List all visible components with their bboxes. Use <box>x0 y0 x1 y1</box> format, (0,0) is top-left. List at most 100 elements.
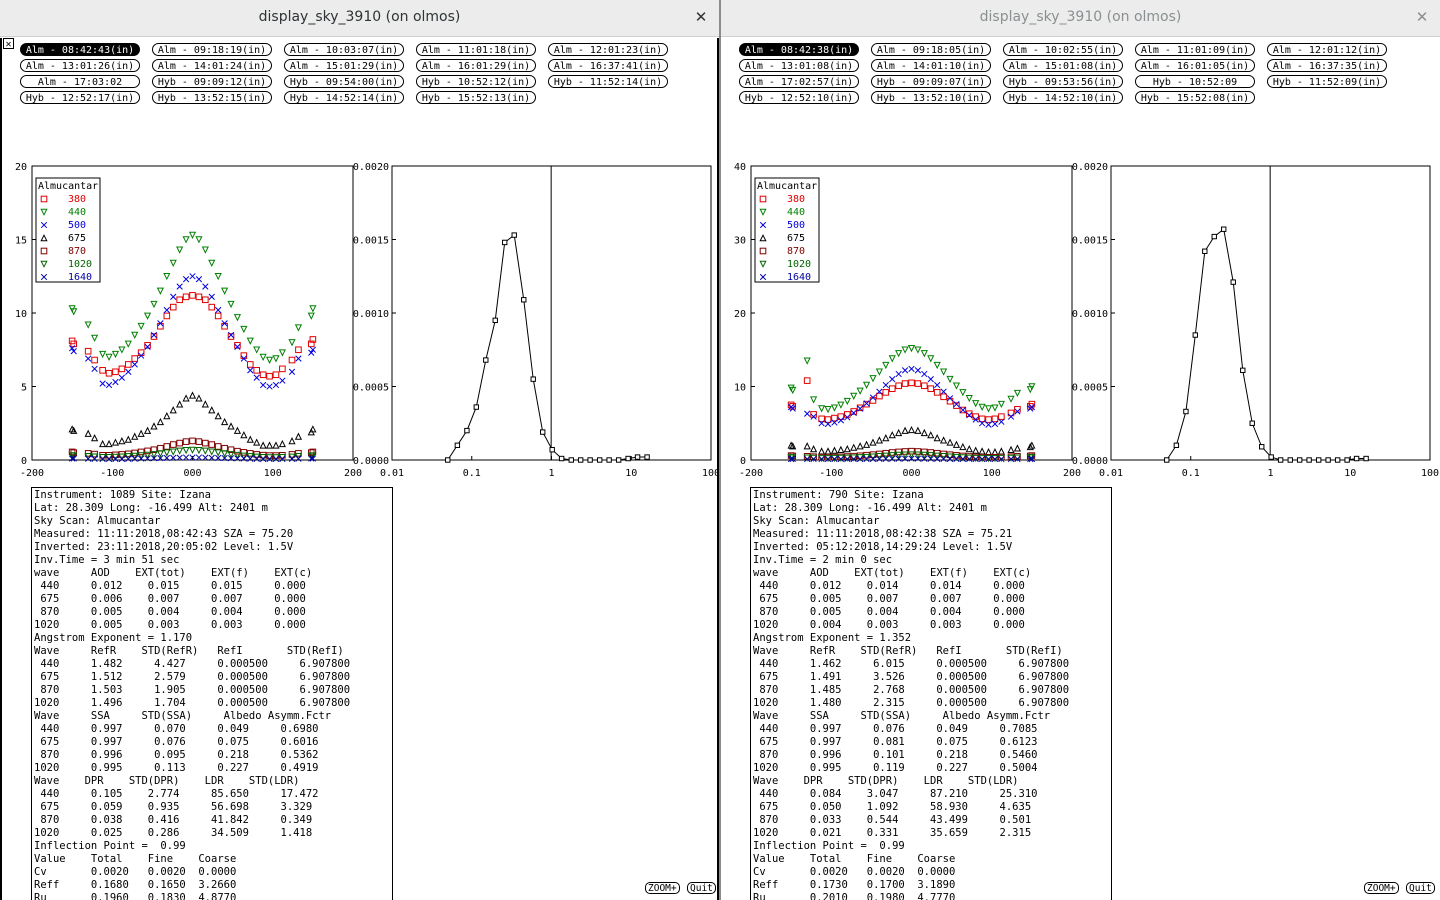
y-tick-label: 0.0010 <box>353 309 389 320</box>
legend-marker <box>759 234 767 242</box>
data-point <box>1028 403 1036 411</box>
data-point <box>272 441 280 449</box>
scan-button[interactable]: Hyb - 09:53:56(in) <box>1003 75 1123 88</box>
scan-button[interactable]: Hyb - 14:52:10(in) <box>1003 91 1123 104</box>
data-point <box>606 457 612 463</box>
data-point <box>201 246 209 254</box>
scan-button[interactable]: Alm - 16:01:05(in) <box>1135 59 1255 72</box>
quit-button[interactable]: Quit <box>1406 882 1435 894</box>
data-point <box>831 455 838 463</box>
quit-button[interactable]: Quit <box>687 882 716 894</box>
scan-button[interactable]: Alm - 09:18:05(in) <box>871 43 991 56</box>
data-point <box>84 347 92 355</box>
scan-button[interactable]: Hyb - 12:52:10(in) <box>739 91 859 104</box>
data-point <box>1028 400 1036 408</box>
scan-button[interactable]: Hyb - 09:09:07(in) <box>871 75 991 88</box>
data-point <box>131 455 138 462</box>
retrieval-info-text: Instrument: 790 Site: Izana Lat: 28.309 … <box>753 489 1070 900</box>
scan-button[interactable]: Hyb - 10:52:09 <box>1135 75 1255 88</box>
legend-label: 870 <box>68 246 86 257</box>
scan-button[interactable]: Alm - 14:01:10(in) <box>871 59 991 72</box>
scan-button[interactable]: Alm - 15:01:08(in) <box>1003 59 1123 72</box>
corner-close-icon[interactable]: ✕ <box>3 38 14 50</box>
data-point <box>156 450 165 458</box>
scan-button[interactable]: Hyb - 13:52:15(in) <box>152 91 272 104</box>
scan-button[interactable]: Alm - 09:18:19(in) <box>152 43 272 56</box>
scan-button[interactable]: Alm - 10:02:55(in) <box>1003 43 1123 56</box>
scan-button[interactable]: Hyb - 15:52:08(in) <box>1135 91 1255 104</box>
scan-button[interactable]: Hyb - 14:52:14(in) <box>284 91 404 104</box>
data-point <box>157 320 164 327</box>
scan-button[interactable]: Alm - 17:03:02 <box>20 75 140 88</box>
data-point <box>169 441 177 448</box>
data-point <box>966 455 973 463</box>
scan-button[interactable]: Alm - 13:01:26(in) <box>20 59 140 72</box>
scan-button[interactable]: Alm - 12:01:12(in) <box>1267 43 1387 56</box>
data-point <box>882 455 889 462</box>
scan-button[interactable]: Alm - 11:01:18(in) <box>416 43 536 56</box>
data-point <box>91 356 98 364</box>
scan-button[interactable]: Alm - 14:01:24(in) <box>152 59 272 72</box>
data-point <box>908 455 915 462</box>
data-point <box>150 451 158 459</box>
data-point <box>789 386 797 395</box>
scan-button[interactable]: Alm - 08:42:43(in) <box>20 43 140 56</box>
scan-button[interactable]: Alm - 16:37:35(in) <box>1267 59 1387 72</box>
data-point <box>818 405 826 413</box>
data-point <box>124 453 132 461</box>
legend-marker <box>759 247 767 255</box>
data-point <box>253 346 261 354</box>
scan-button[interactable]: Hyb - 11:52:14(in) <box>548 75 668 88</box>
x-tick-label: 0.01 <box>380 468 404 478</box>
data-point <box>70 348 77 355</box>
scan-button[interactable]: Alm - 13:01:08(in) <box>739 59 859 72</box>
data-point <box>1363 455 1369 462</box>
legend-title: Almucantar <box>38 181 98 192</box>
x-tick-label: 100 <box>983 468 1001 478</box>
scan-button[interactable]: Hyb - 10:52:12(in) <box>416 75 536 88</box>
data-point <box>70 455 77 462</box>
scan-button[interactable]: Hyb - 15:52:13(in) <box>416 91 536 104</box>
data-point <box>182 394 190 402</box>
data-point <box>208 259 216 267</box>
data-point <box>818 447 826 455</box>
scan-button[interactable]: Alm - 10:03:07(in) <box>284 43 404 56</box>
data-point <box>195 236 203 244</box>
legend-label: 1020 <box>787 259 811 270</box>
data-point <box>91 365 98 373</box>
data-point <box>837 455 845 463</box>
data-point <box>875 453 884 461</box>
data-point <box>307 340 315 348</box>
data-point <box>309 336 317 343</box>
scan-button[interactable]: Alm - 12:01:23(in) <box>548 43 668 56</box>
scan-button[interactable]: Alm - 08:42:38(in) <box>739 43 859 56</box>
scan-button[interactable]: Alm - 11:01:09(in) <box>1135 43 1255 56</box>
data-point <box>876 388 883 395</box>
data-point <box>99 350 107 359</box>
scan-button[interactable]: Hyb - 13:52:10(in) <box>871 91 991 104</box>
data-point <box>869 453 877 461</box>
scan-button[interactable]: Hyb - 09:54:00(in) <box>284 75 404 88</box>
scan-button[interactable]: Alm - 16:01:29(in) <box>416 59 536 72</box>
data-point <box>234 342 241 349</box>
size-series <box>1164 226 1369 463</box>
data-point <box>787 455 795 463</box>
data-point <box>1221 226 1227 232</box>
scan-button[interactable]: Hyb - 12:52:17(in) <box>20 91 140 104</box>
data-point <box>265 441 274 449</box>
data-point <box>295 346 302 354</box>
zoom-button[interactable]: ZOOM+ <box>645 882 680 894</box>
data-point <box>850 409 857 417</box>
scan-button[interactable]: Alm - 16:37:41(in) <box>548 59 668 72</box>
data-point <box>84 321 92 329</box>
data-point <box>272 371 280 379</box>
close-icon[interactable]: ✕ <box>694 8 708 26</box>
scan-button[interactable]: Alm - 17:02:57(in) <box>739 75 859 88</box>
scan-button[interactable]: Hyb - 11:52:09(in) <box>1267 75 1387 88</box>
scan-button[interactable]: Alm - 15:01:29(in) <box>284 59 404 72</box>
data-point <box>208 293 215 300</box>
close-icon[interactable]: ✕ <box>1415 8 1429 26</box>
scan-button[interactable]: Hyb - 09:09:12(in) <box>152 75 272 88</box>
zoom-button[interactable]: ZOOM+ <box>1364 882 1399 894</box>
data-point <box>831 419 838 426</box>
